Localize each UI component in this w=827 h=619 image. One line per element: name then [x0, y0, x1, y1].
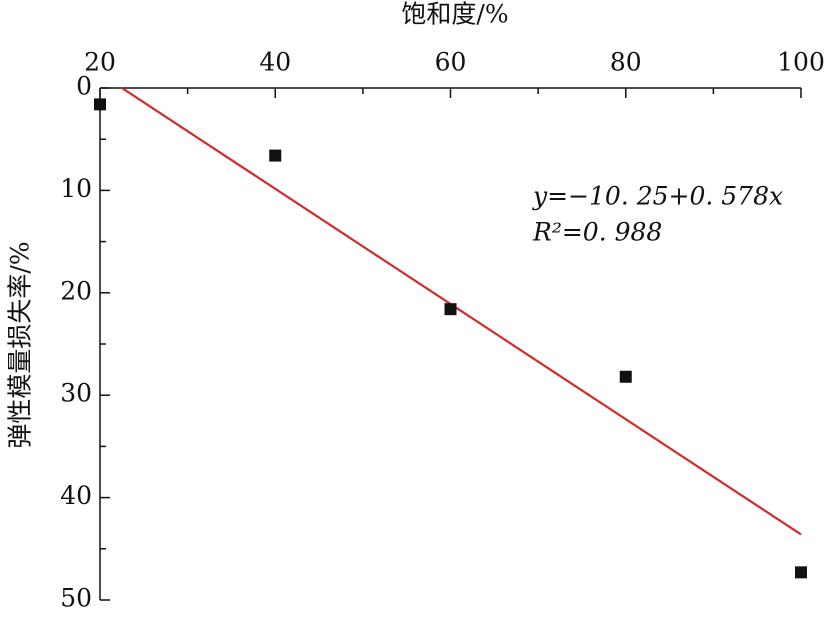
y-tick-label: 40: [60, 481, 92, 510]
y-tick-label: 0: [76, 72, 92, 101]
y-tick-label: 50: [60, 584, 92, 613]
x-tick-label: 80: [610, 48, 642, 77]
x-tick-label: 100: [777, 48, 825, 77]
point: [269, 149, 282, 162]
x-tick-label: 20: [84, 48, 116, 77]
equation: y=−10. 25+0. 578x: [532, 182, 783, 211]
y-tick-label: 20: [60, 276, 92, 305]
fit-line: [121, 87, 802, 536]
point: [94, 98, 106, 111]
x-tick-label: 40: [259, 48, 291, 77]
y-axis-label: 弹性模量损失率/%: [6, 241, 35, 448]
point: [619, 370, 632, 383]
r-squared: R²=0. 988: [532, 218, 662, 247]
y-tick-label: 10: [60, 174, 92, 203]
y-tick-label: 30: [60, 379, 92, 408]
x-tick-label: 60: [435, 48, 467, 77]
point: [795, 566, 807, 579]
x-axis-label: 饱和度/%: [401, 0, 508, 29]
point: [444, 303, 457, 316]
